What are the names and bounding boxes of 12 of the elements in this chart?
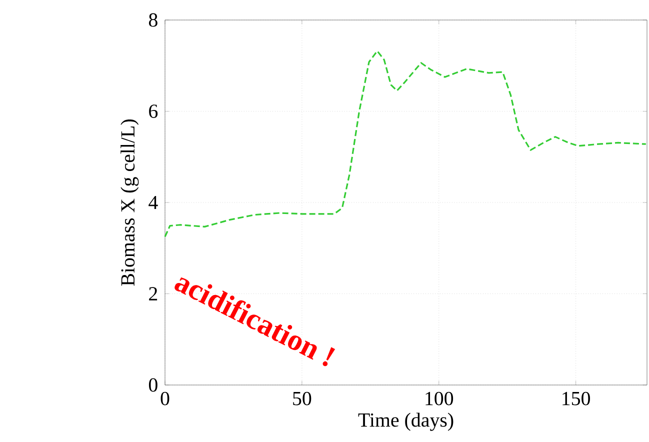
x-axis-title: Time (days) <box>358 412 454 431</box>
x-tick-label: 150 <box>562 392 590 406</box>
y-tick-label: 6 <box>149 104 158 118</box>
y-axis-title: Biomass X (g cell/L) <box>120 120 139 286</box>
y-tick-label: 8 <box>148 13 158 27</box>
x-tick-label: 100 <box>426 392 454 406</box>
y-tick-label: 0 <box>148 378 158 392</box>
x-tick-label: 0 <box>160 392 170 406</box>
y-tick-label: 4 <box>148 196 158 210</box>
x-tick-label: 50 <box>293 392 312 406</box>
y-tick-label: 2 <box>149 287 158 300</box>
line-series <box>164 50 647 238</box>
